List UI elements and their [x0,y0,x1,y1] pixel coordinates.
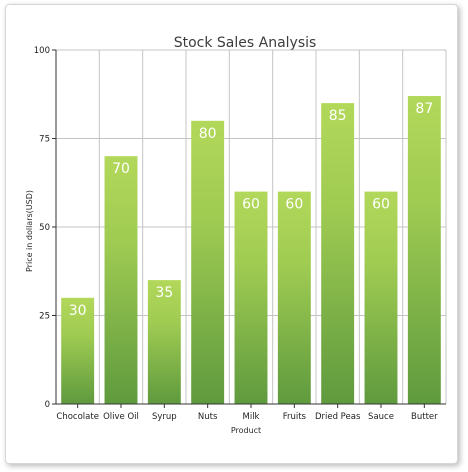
bars [61,96,441,405]
y-axis-label: Price in dollars(USD) [25,190,34,272]
data-labels: 30 70 35 80 60 60 85 60 87 [69,101,433,319]
chart-window: Stock Sales Analysis 0 25 50 75 100 Chocolate… [5,4,458,464]
x-tick-label: Dried Peas [315,412,361,422]
y-tick-label: 100 [34,46,50,56]
x-tick-label: Fruits [283,412,307,422]
y-tick-label: 0 [45,400,50,410]
y-tick-label: 25 [39,312,50,322]
tick-labels: 0 25 50 75 100 Chocolate Olive Oil Syrup Nuts Mil… [34,46,438,422]
x-tick-label: Syrup [152,412,177,422]
data-label: 35 [155,285,173,301]
data-label: 30 [69,303,87,319]
data-label: 60 [242,197,260,213]
bar-chocolate[interactable] [61,297,95,404]
x-tick-label: Sauce [368,412,394,422]
x-tick-label: Chocolate [56,412,99,422]
bar-butter[interactable] [407,96,441,405]
data-label: 85 [329,108,347,124]
x-tick-label: Butter [411,412,438,422]
chart-title: Stock Sales Analysis [174,35,317,51]
bar-chart: Stock Sales Analysis 0 25 50 75 100 Chocolate… [25,35,447,435]
x-tick-label: Nuts [198,412,218,422]
data-label: 87 [415,101,433,117]
axes [52,49,446,408]
bar-syrup[interactable] [147,280,181,404]
bar-fruits[interactable] [277,191,311,404]
data-label: 80 [199,126,217,142]
bar-olive-oil[interactable] [104,156,138,404]
data-label: 60 [372,197,390,213]
data-label: 60 [285,197,303,213]
bar-sauce[interactable] [364,191,398,404]
y-tick-label: 75 [39,135,50,145]
x-axis-label: Product [231,426,261,435]
x-tick-label: Olive Oil [103,412,139,422]
y-tick-label: 50 [39,223,50,233]
data-label: 70 [112,161,130,177]
grid-lines [56,49,447,405]
bar-nuts[interactable] [191,120,225,405]
bar-dried-peas[interactable] [321,103,355,404]
x-tick-label: Milk [243,412,260,422]
bar-milk[interactable] [234,191,268,404]
